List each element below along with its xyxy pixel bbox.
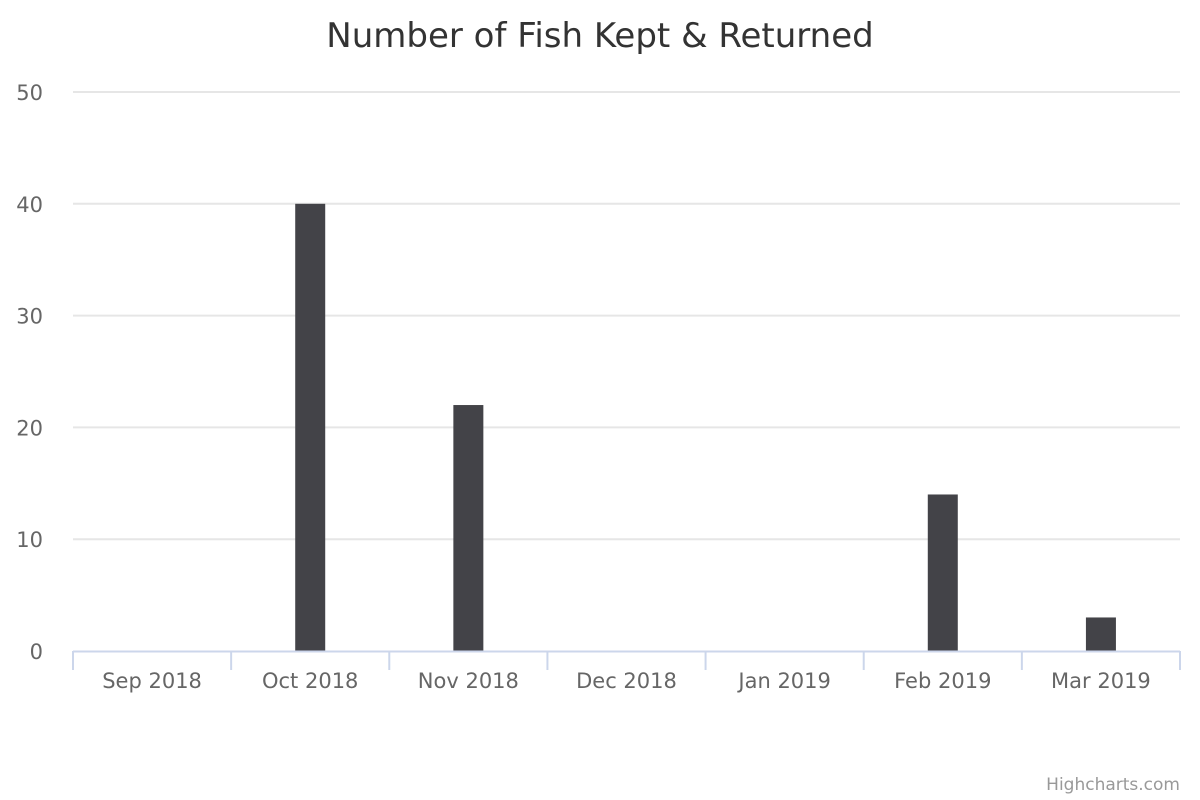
x-tick-label: Sep 2018 xyxy=(102,669,202,693)
y-tick-label: 20 xyxy=(16,416,43,440)
x-tick-label: Feb 2019 xyxy=(894,669,991,693)
x-tick-label: Mar 2019 xyxy=(1051,669,1151,693)
y-tick-label: 50 xyxy=(16,81,43,105)
x-axis: Sep 2018 Oct 2018 Nov 2018 Dec 2018 Jan 2019… xyxy=(72,650,1181,693)
bar[interactable] xyxy=(295,203,326,652)
gridlines xyxy=(73,91,1180,541)
bar[interactable] xyxy=(453,405,484,651)
y-tick-label: 0 xyxy=(30,640,43,664)
x-tick-label: Nov 2018 xyxy=(418,669,519,693)
x-tick-label: Jan 2019 xyxy=(736,669,831,693)
y-tick-label: 40 xyxy=(16,193,43,217)
y-axis: 0 10 20 30 40 50 xyxy=(16,81,43,664)
y-tick-label: 30 xyxy=(16,305,43,329)
bar[interactable] xyxy=(927,494,958,651)
chart-title: Number of Fish Kept & Returned xyxy=(326,16,873,56)
bar[interactable] xyxy=(1085,617,1116,651)
x-tick-label: Dec 2018 xyxy=(576,669,677,693)
y-tick-label: 10 xyxy=(16,528,43,552)
credits-link[interactable]: Highcharts.com xyxy=(1046,775,1180,795)
x-tick-label: Oct 2018 xyxy=(262,669,358,693)
bar-series xyxy=(295,203,1116,652)
